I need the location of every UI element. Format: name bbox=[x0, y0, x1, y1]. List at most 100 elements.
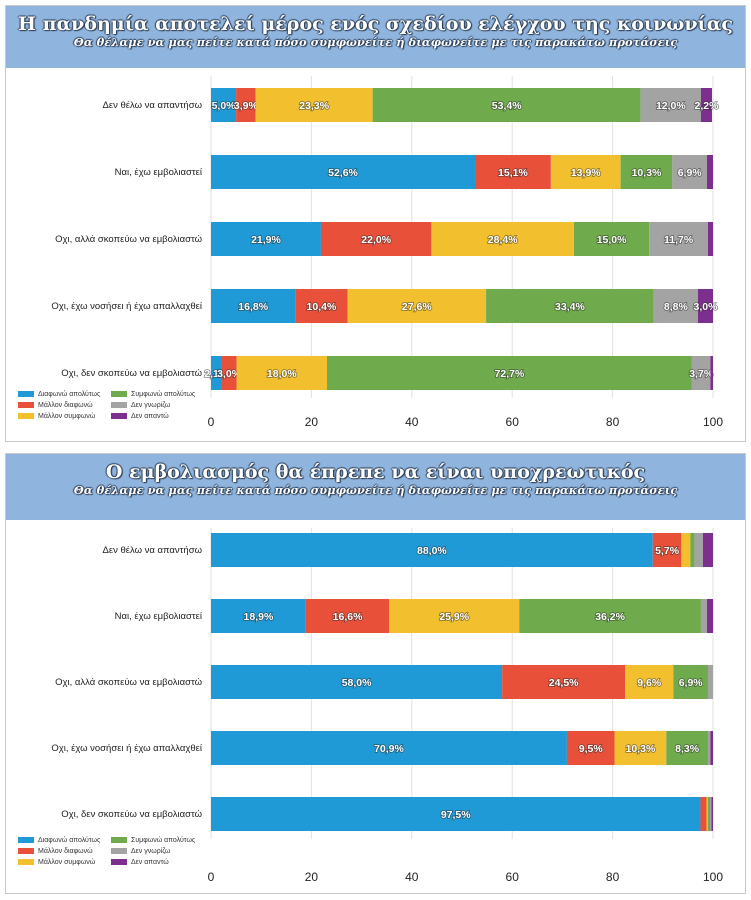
bar-segment bbox=[652, 533, 682, 567]
bar-segment bbox=[255, 88, 373, 122]
data-label: 15,1% bbox=[498, 167, 528, 179]
bar-segment bbox=[573, 222, 650, 256]
x-tick-label: 0 bbox=[208, 415, 215, 429]
chart-banner: Ο εμβολιασμός θα έπρεπε να είναι υποχρεω… bbox=[6, 454, 745, 520]
legend-item: Δεν γνωρίζω bbox=[111, 848, 170, 855]
chart-panel-conspiracy: Η πανδημία αποτελεί μέρος ενός σχεδίου ε… bbox=[5, 5, 746, 442]
legend-swatch bbox=[111, 402, 127, 409]
bar-segment bbox=[614, 731, 667, 765]
chart-svg: 0 20 40 60 80 100 Δεν θέλω να απαντήσω 88,0% 5,7… bbox=[51, 528, 723, 884]
x-tick-label: 80 bbox=[606, 870, 620, 884]
data-label: 12,0% bbox=[656, 100, 686, 112]
bar-segment bbox=[653, 289, 698, 323]
legend-item: Διαφωνώ απολύτως bbox=[18, 391, 100, 398]
category-label: Οχι, αλλά σκοπεύω να εμβολιαστώ bbox=[55, 234, 202, 245]
chart-subtitle: Θα θέλαμε να μας πείτε κατά πόσο συμφωνε… bbox=[73, 483, 678, 497]
legend-item: Μάλλον συμφωνώ bbox=[18, 413, 95, 420]
x-tick-label: 80 bbox=[606, 415, 620, 429]
data-label: 36,2% bbox=[595, 611, 625, 623]
legend-swatch bbox=[18, 402, 34, 409]
chart-subtitle: Θα θέλαμε να μας πείτε κατά πόσο συμφωνε… bbox=[73, 35, 678, 49]
data-label: 3,9% bbox=[234, 100, 259, 112]
bar-segment bbox=[305, 599, 390, 633]
bar-segment bbox=[211, 533, 653, 567]
legend-item: Δεν απαντώ bbox=[111, 859, 169, 866]
data-label: 72,7% bbox=[495, 368, 525, 380]
bar-segment bbox=[320, 222, 432, 256]
bar-segment bbox=[236, 356, 327, 390]
legend-swatch bbox=[111, 413, 127, 420]
bar-segment bbox=[700, 599, 707, 633]
bar-segment bbox=[697, 289, 713, 323]
data-label: 3,7% bbox=[689, 368, 714, 380]
legend-item: Μάλλον διαφωνώ bbox=[18, 848, 93, 855]
bar-segment bbox=[486, 289, 654, 323]
legend-item: Μάλλον συμφωνώ bbox=[18, 859, 95, 866]
legend-swatch bbox=[18, 837, 34, 844]
bar-segment bbox=[640, 88, 701, 122]
data-label: 21,9% bbox=[251, 234, 281, 246]
data-label: 33,4% bbox=[555, 301, 585, 313]
bar-segment bbox=[706, 797, 708, 831]
bar-segment bbox=[700, 797, 707, 831]
legend-label: Δεν απαντώ bbox=[131, 413, 169, 420]
bar-segment bbox=[649, 222, 708, 256]
x-tick-label: 100 bbox=[703, 415, 723, 429]
bar-segment bbox=[707, 222, 713, 256]
category-label: Οχι, δεν σκοπεύω να εμβολιαστώ bbox=[61, 809, 202, 820]
x-tick-label: 40 bbox=[405, 870, 419, 884]
category-label: Οχι, αλλά σκοπεύω να εμβολιαστώ bbox=[55, 677, 202, 688]
bar-segment bbox=[389, 599, 520, 633]
category-label: Ναι, έχω εμβολιαστεί bbox=[115, 611, 203, 622]
bar-segment bbox=[326, 356, 692, 390]
stacked-bar-chart: 0 20 40 60 80 100 Δεν θέλω να απαντήσω 88,0% 5,7… bbox=[6, 520, 745, 895]
bar-segment bbox=[519, 599, 701, 633]
data-label: 10,3% bbox=[632, 167, 662, 179]
bar-segment bbox=[707, 797, 710, 831]
bar-segment bbox=[672, 155, 707, 189]
chart-svg: 0 20 40 60 80 100 Δεν θέλω να απαντήσω 5,0%3,9%… bbox=[51, 76, 723, 429]
data-label: 2,2% bbox=[695, 100, 720, 112]
data-label: 15,0% bbox=[597, 234, 627, 246]
data-label: 8,8% bbox=[664, 301, 689, 313]
bar-segment bbox=[620, 155, 673, 189]
bar-segment bbox=[709, 797, 712, 831]
data-label: 88,0% bbox=[417, 545, 447, 557]
legend-item: Δεν γνωρίζω bbox=[111, 402, 170, 409]
bar-segment bbox=[211, 731, 567, 765]
category-label: Οχι, δεν σκοπεύω να εμβολιαστώ bbox=[61, 368, 202, 379]
legend-label: Δεν γνωρίζω bbox=[131, 402, 171, 409]
x-tick-label: 60 bbox=[506, 870, 520, 884]
bar-segment bbox=[706, 599, 713, 633]
chart-title: Ο εμβολιασμός θα έπρεπε να είναι υποχρεω… bbox=[105, 461, 646, 483]
bar-segment bbox=[707, 731, 711, 765]
legend-swatch bbox=[18, 859, 34, 866]
data-label: 9,6% bbox=[637, 677, 662, 689]
x-tick-label: 60 bbox=[506, 415, 520, 429]
data-label: 28,4% bbox=[488, 234, 518, 246]
bar-segment bbox=[211, 289, 296, 323]
bar-segment bbox=[691, 356, 711, 390]
x-tick-label: 100 bbox=[703, 870, 723, 884]
bar-segment bbox=[694, 533, 703, 567]
bar-segment bbox=[702, 533, 713, 567]
x-tick-label: 20 bbox=[305, 870, 319, 884]
bar-segment bbox=[566, 731, 615, 765]
chart-banner: Η πανδημία αποτελεί μέρος ενός σχεδίου ε… bbox=[6, 6, 745, 68]
data-label: 3,0% bbox=[694, 301, 719, 313]
data-label: 18,0% bbox=[267, 368, 297, 380]
legend-label: Διαφωνώ απολύτως bbox=[38, 837, 101, 844]
bar-segment bbox=[431, 222, 574, 256]
bar-segment bbox=[681, 533, 691, 567]
data-label: 16,6% bbox=[333, 611, 363, 623]
bar-segment bbox=[666, 731, 708, 765]
data-label: 53,4% bbox=[492, 100, 522, 112]
legend-label: Δεν απαντώ bbox=[131, 859, 169, 866]
stacked-bar-chart: 0 20 40 60 80 100 Δεν θέλω να απαντήσω 5,0% 3,9%… bbox=[6, 68, 745, 443]
data-label: 16,8% bbox=[238, 301, 268, 313]
bar-segment bbox=[236, 88, 256, 122]
bar-segment bbox=[211, 356, 222, 390]
bar-segment bbox=[625, 665, 674, 699]
data-label: 3,0% bbox=[217, 368, 242, 380]
legend-item: Συμφωνώ απολύτως bbox=[111, 391, 195, 398]
